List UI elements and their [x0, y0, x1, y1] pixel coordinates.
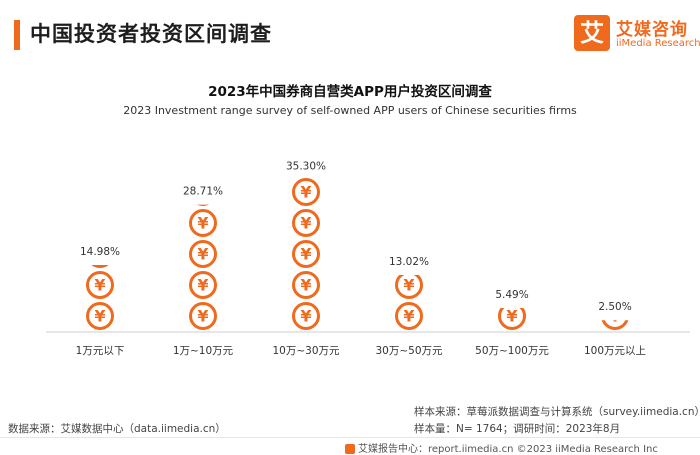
coin-ring [292, 302, 320, 330]
coin-ring [189, 240, 217, 268]
coin-mark: ¥ [395, 302, 423, 330]
coin-symbol: ¥ [300, 183, 311, 202]
data-source-note: 数据来源：艾媒数据中心（data.iimedia.cn） [8, 423, 226, 435]
value-label: 28.71% [183, 186, 223, 198]
partial-coin-mark: ¥ [498, 307, 526, 330]
coin-ring [189, 271, 217, 299]
coin-mark: ¥ [292, 209, 320, 237]
coin-symbol: ¥ [300, 307, 311, 326]
coin-symbol: ¥ [300, 214, 311, 233]
category-label: 50万~100万元 [475, 345, 549, 357]
coin-mark: ¥ [189, 209, 217, 237]
coin-ring [91, 264, 109, 268]
coin-ring [292, 240, 320, 268]
value-label: 5.49% [495, 289, 528, 301]
coin-symbol: ¥ [300, 245, 311, 264]
coin-ring [189, 302, 217, 330]
coin-ring [86, 302, 114, 330]
category-label: 10万~30万元 [272, 345, 340, 357]
coin-ring [189, 209, 217, 237]
coin-symbol: ¥ [403, 276, 414, 295]
coin-mark: ¥ [86, 302, 114, 330]
coin-symbol: ¥ [94, 307, 105, 326]
coin-ring [292, 209, 320, 237]
coin-ring [395, 302, 423, 330]
logo-name: 艾媒咨询 [616, 20, 688, 40]
coin-symbol: ¥ [300, 276, 311, 295]
coin-ring [292, 178, 320, 206]
coin-mark: ¥ [189, 271, 217, 299]
partial-coin-mark: ¥ [601, 307, 629, 330]
chart-subtitle: 2023 Investment range survey of self-own… [123, 104, 577, 117]
header-accent-bar [14, 20, 20, 50]
coin-mark: ¥ [292, 240, 320, 268]
logo-icon: 艾 [574, 15, 610, 51]
coin-mark: ¥ [292, 302, 320, 330]
sample-source-note: 样本来源：草莓派数据调查与计算系统（survey.iimedia.cn） [414, 406, 700, 418]
logo-subtitle: iiMedia Research [616, 38, 700, 49]
coin-symbol: ¥ [506, 307, 517, 326]
coin-ring [498, 307, 526, 330]
footer-divider [0, 437, 700, 438]
value-label: 2.50% [598, 301, 631, 313]
coin-mark: ¥ [86, 271, 114, 299]
coin-symbol: ¥ [197, 307, 208, 326]
chart-title: 2023年中国券商自营类APP用户投资区间调查 [208, 84, 492, 100]
coin-symbol: ¥ [609, 307, 620, 326]
coin-symbol: ¥ [197, 245, 208, 264]
coin-mark: ¥ [292, 271, 320, 299]
brand-logo: 艾 艾媒咨询 iiMedia Research [574, 15, 700, 55]
category-label: 1万元以下 [76, 345, 125, 357]
coin-ring [395, 275, 423, 299]
category-label: 30万~50万元 [375, 345, 443, 357]
value-label: 35.30% [286, 161, 326, 173]
coin-symbol: ¥ [94, 276, 105, 295]
coin-ring [292, 271, 320, 299]
sample-size-note: 样本量：N= 1764；调研时间：2023年8月 [414, 423, 621, 435]
value-label: 14.98% [80, 246, 120, 258]
coin-ring [601, 320, 629, 330]
page-title: 中国投资者投资区间调查 [30, 22, 272, 46]
category-label: 100万元以上 [584, 345, 646, 357]
coin-symbol: ¥ [197, 276, 208, 295]
partial-coin-mark: ¥ [91, 264, 109, 268]
coin-mark: ¥ [189, 302, 217, 330]
coin-symbol: ¥ [403, 307, 414, 326]
footer-copyright: 艾媒报告中心：report.iimedia.cn ©2023 iiMedia R… [358, 444, 658, 455]
coin-ring [86, 271, 114, 299]
coin-mark: ¥ [189, 240, 217, 268]
category-label: 1万~10万元 [173, 345, 234, 357]
value-label: 13.02% [389, 256, 429, 268]
partial-coin-mark: ¥ [395, 275, 423, 299]
report-center-icon [345, 444, 355, 454]
coin-mark: ¥ [292, 178, 320, 206]
coin-symbol: ¥ [197, 214, 208, 233]
